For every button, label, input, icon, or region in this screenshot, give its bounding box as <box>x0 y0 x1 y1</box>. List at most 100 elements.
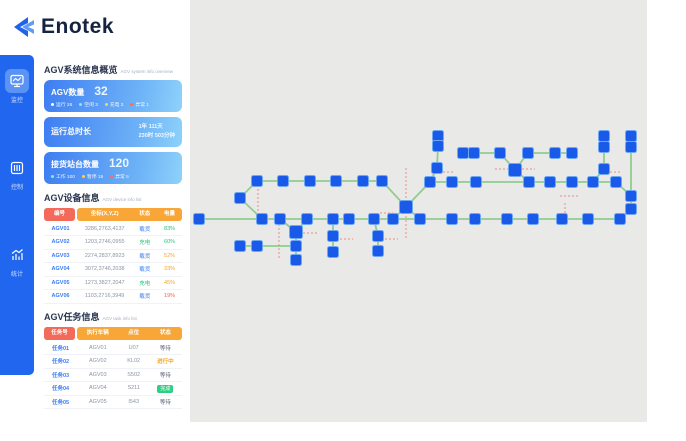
track-node[interactable] <box>343 213 355 225</box>
task-id: 任务04 <box>51 386 70 393</box>
track-node[interactable] <box>289 225 303 239</box>
station-count-card[interactable]: 接货站台数量 120 工作 100 暂停 15 异常 5 <box>44 151 182 184</box>
agv-count-stats: 运行 26 空闲 3 充电 2 异常 1 <box>51 101 175 108</box>
runtime-line2: 230时 503分钟 <box>138 132 175 139</box>
track-node[interactable] <box>431 162 443 174</box>
track-node[interactable] <box>587 176 599 188</box>
track-node[interactable] <box>290 254 302 266</box>
track-node[interactable] <box>556 213 568 225</box>
track-node[interactable] <box>277 175 289 187</box>
task-table-row[interactable]: 任务05 AGV05 I543 等待 <box>44 396 182 410</box>
task-table-row[interactable]: 任务04 AGV04 S211 完成 <box>44 382 182 396</box>
device-battery: 83% <box>164 225 176 232</box>
track-node[interactable] <box>399 200 413 214</box>
track-node[interactable] <box>368 213 380 225</box>
track-node[interactable] <box>625 130 637 142</box>
track-node[interactable] <box>290 240 302 252</box>
tasks-subtitle-text: AGV task info list <box>102 315 137 321</box>
sidebar-item-stats[interactable]: 统计 <box>5 243 29 278</box>
device-table-row[interactable]: AGV03 2274,2837,8923 载货 52% <box>44 250 182 264</box>
tasks-table-header: 任务号 执行车辆 点位 状态 <box>44 326 182 340</box>
devices-subtitle-text: AGV device info list <box>102 196 142 202</box>
track-node[interactable] <box>625 141 637 153</box>
track-node[interactable] <box>614 213 626 225</box>
device-table-row[interactable]: AGV06 1103,2716,3949 载货 19% <box>44 290 182 304</box>
track-node[interactable] <box>327 213 339 225</box>
device-status: 载货 <box>139 267 151 274</box>
device-coord: 2274,2837,8923 <box>84 252 125 259</box>
task-status: 等待 <box>159 372 171 379</box>
track-node[interactable] <box>357 175 369 187</box>
task-status: 完成 <box>149 384 182 393</box>
track-node[interactable] <box>251 240 263 252</box>
stat-dot-icon <box>104 103 108 106</box>
task-vehicle: AGV03 <box>88 371 107 378</box>
track-node[interactable] <box>501 213 513 225</box>
track-node[interactable] <box>256 213 268 225</box>
track-node[interactable] <box>582 213 594 225</box>
col-task-point: 点位 <box>118 326 149 340</box>
track-node[interactable] <box>549 147 561 159</box>
device-table-row[interactable]: AGV02 1203,2746,0955 充电 60% <box>44 236 182 250</box>
runtime-card[interactable]: 运行总时长 1年 111天 230时 503分钟 <box>44 117 182 147</box>
track-node[interactable] <box>527 213 539 225</box>
track-node[interactable] <box>494 147 506 159</box>
devices-section-title: AGV设备信息 AGV device info list <box>44 191 182 204</box>
track-node[interactable] <box>251 175 263 187</box>
track-node[interactable] <box>522 147 534 159</box>
track-node[interactable] <box>301 213 313 225</box>
track-node[interactable] <box>330 175 342 187</box>
track-node[interactable] <box>432 140 444 152</box>
track-node[interactable] <box>446 213 458 225</box>
track-node[interactable] <box>327 230 339 242</box>
task-table-row[interactable]: 任务03 AGV03 S502 等待 <box>44 369 182 383</box>
track-node[interactable] <box>234 192 246 204</box>
task-point: I543 <box>128 398 140 405</box>
track-node[interactable] <box>372 245 384 257</box>
track-node[interactable] <box>414 213 426 225</box>
track-node[interactable] <box>327 246 339 258</box>
track-node[interactable] <box>470 176 482 188</box>
track-node[interactable] <box>566 147 578 159</box>
task-table-row[interactable]: 任务02 AGV02 KL02 进行中 <box>44 355 182 369</box>
device-table-row[interactable]: AGV01 3286,2763,4137 载货 83% <box>44 223 182 237</box>
sidebar-item-control[interactable]: 控制 <box>5 156 29 191</box>
device-status: 载货 <box>139 294 151 301</box>
agv-track-map[interactable] <box>190 0 647 422</box>
track-node[interactable] <box>424 176 436 188</box>
track-node[interactable] <box>523 176 535 188</box>
devices-title-text: AGV设备信息 <box>44 192 100 203</box>
agv-count-value: 32 <box>94 84 108 98</box>
device-table-row[interactable]: AGV04 3072,3746,2038 载货 33% <box>44 263 182 277</box>
track-node[interactable] <box>598 163 610 175</box>
track-node[interactable] <box>508 163 522 177</box>
sidebar-item-monitor[interactable]: 监控 <box>5 69 29 104</box>
track-node[interactable] <box>598 141 610 153</box>
sidebar-nav: 监控 控制 统计 <box>0 55 34 375</box>
track-node[interactable] <box>372 230 384 242</box>
track-node[interactable] <box>469 213 481 225</box>
track-node[interactable] <box>625 190 637 202</box>
track-node[interactable] <box>274 213 286 225</box>
track-node[interactable] <box>376 175 388 187</box>
stat-item: 工作 100 <box>51 173 75 180</box>
track-node[interactable] <box>446 176 458 188</box>
device-status: 载货 <box>139 253 151 260</box>
agv-count-card[interactable]: AGV数量 32 运行 26 空闲 3 充电 2 异常 1 <box>44 80 182 112</box>
track-node[interactable] <box>457 147 469 159</box>
track-node[interactable] <box>468 147 480 159</box>
track-node[interactable] <box>432 130 444 142</box>
track-node[interactable] <box>193 213 205 225</box>
track-node[interactable] <box>387 213 399 225</box>
track-node[interactable] <box>566 176 578 188</box>
track-node[interactable] <box>304 175 316 187</box>
device-table-row[interactable]: AGV05 1273,3827,2047 充电 45% <box>44 277 182 291</box>
track-node[interactable] <box>625 203 637 215</box>
track-node[interactable] <box>610 176 622 188</box>
task-table-row[interactable]: 任务01 AGV01 U07 等待 <box>44 342 182 356</box>
runtime-line1: 1年 111天 <box>138 124 163 130</box>
track-node[interactable] <box>234 240 246 252</box>
track-node[interactable] <box>598 130 610 142</box>
station-count-stats: 工作 100 暂停 15 异常 5 <box>51 173 175 180</box>
track-node[interactable] <box>544 176 556 188</box>
